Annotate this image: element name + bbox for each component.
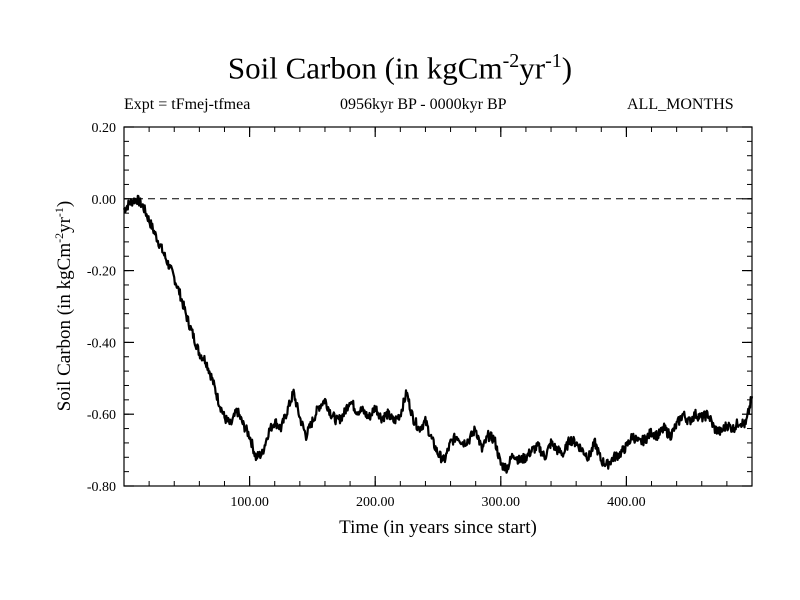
tick-labels: 100.00 200.00 300.00 400.00 0.20 0.00 -0.20 -0.… (87, 121, 646, 510)
series-line-soil-carbon (122, 194, 754, 474)
time-range-label: 0956kyr BP - 0000kyr BP (340, 96, 507, 113)
plot-frame (123, 126, 753, 487)
y-tick-label: 0.20 (92, 121, 117, 136)
x-axis-label: Time (in years since start) (339, 517, 537, 538)
major-ticks (124, 126, 752, 487)
y-tick-label: 0.00 (92, 193, 117, 208)
y-tick-label: -0.40 (87, 336, 116, 351)
y-axis-label: Soil Carbon (in kgCm-2yr-1) (52, 201, 75, 412)
y-tick-label: -0.80 (87, 480, 116, 495)
y-tick-label: -0.20 (87, 265, 116, 280)
x-tick-label: 300.00 (482, 495, 521, 510)
months-label: ALL_MONTHS (627, 96, 734, 113)
x-tick-label: 100.00 (230, 495, 269, 510)
chart-title: Soil Carbon (in kgCm-2yr-1) (227, 50, 573, 86)
x-tick-label: 200.00 (356, 495, 395, 510)
y-tick-label: -0.60 (87, 408, 116, 423)
x-tick-label: 400.00 (607, 495, 646, 510)
experiment-label: Expt = tFmej-tfmea (124, 96, 251, 113)
